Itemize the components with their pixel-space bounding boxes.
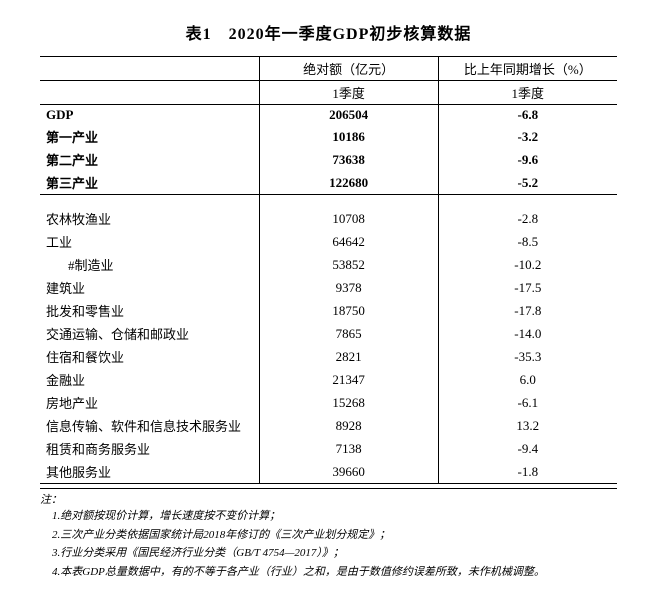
note-line: 3.行业分类采用《国民经济行业分类（GB/T 4754—2017）》；: [40, 544, 617, 563]
header-abs: 绝对额（亿元）: [259, 57, 438, 81]
row-abs: 21347: [259, 368, 438, 391]
table-row: GDP206504-6.8: [40, 105, 617, 126]
row-name: 工业: [40, 230, 259, 253]
row-pct: -2.8: [438, 207, 617, 230]
row-abs: 53852: [259, 253, 438, 276]
header-row-2: 1季度 1季度: [40, 81, 617, 105]
table-title: 表1 2020年一季度GDP初步核算数据: [40, 20, 617, 44]
row-abs: 18750: [259, 299, 438, 322]
row-abs: 64642: [259, 230, 438, 253]
row-name: #制造业: [40, 253, 259, 276]
row-name: 建筑业: [40, 276, 259, 299]
row-name: 其他服务业: [40, 460, 259, 484]
table-body: GDP206504-6.8第一产业10186-3.2第二产业73638-9.6第…: [40, 105, 617, 484]
blank-row: [40, 195, 617, 208]
row-pct: -3.2: [438, 125, 617, 148]
row-name: 信息传输、软件和信息技术服务业: [40, 414, 259, 437]
row-pct: 13.2: [438, 414, 617, 437]
header-pct: 比上年同期增长（%）: [438, 57, 617, 81]
row-name: 房地产业: [40, 391, 259, 414]
row-abs: 39660: [259, 460, 438, 484]
row-pct: -5.2: [438, 171, 617, 195]
row-abs: 7138: [259, 437, 438, 460]
row-abs: 10186: [259, 125, 438, 148]
gdp-table: 绝对额（亿元） 比上年同期增长（%） 1季度 1季度 GDP206504-6.8…: [40, 56, 617, 484]
row-name: 第三产业: [40, 171, 259, 195]
row-abs: 15268: [259, 391, 438, 414]
table-row: 租赁和商务服务业7138-9.4: [40, 437, 617, 460]
row-pct: -6.1: [438, 391, 617, 414]
row-pct: -14.0: [438, 322, 617, 345]
row-name: 金融业: [40, 368, 259, 391]
table-row: 工业64642-8.5: [40, 230, 617, 253]
row-name: 租赁和商务服务业: [40, 437, 259, 460]
table-row: 批发和零售业18750-17.8: [40, 299, 617, 322]
row-name: GDP: [40, 105, 259, 126]
row-abs: 10708: [259, 207, 438, 230]
row-abs: 206504: [259, 105, 438, 126]
table-row: 信息传输、软件和信息技术服务业892813.2: [40, 414, 617, 437]
table-row: 金融业213476.0: [40, 368, 617, 391]
row-pct: -9.6: [438, 148, 617, 171]
row-abs: 122680: [259, 171, 438, 195]
row-abs: 2821: [259, 345, 438, 368]
subheader-blank: [40, 81, 259, 105]
notes-block: 1.绝对额按现价计算，增长速度按不变价计算；2.三次产业分类依据国家统计局201…: [40, 507, 617, 582]
row-name: 第一产业: [40, 125, 259, 148]
table-row: 第一产业10186-3.2: [40, 125, 617, 148]
row-pct: -35.3: [438, 345, 617, 368]
table-row: 建筑业9378-17.5: [40, 276, 617, 299]
row-abs: 73638: [259, 148, 438, 171]
header-blank: [40, 57, 259, 81]
row-pct: -1.8: [438, 460, 617, 484]
table-row: 农林牧渔业10708-2.8: [40, 207, 617, 230]
row-pct: -17.8: [438, 299, 617, 322]
row-pct: -8.5: [438, 230, 617, 253]
table-row: #制造业53852-10.2: [40, 253, 617, 276]
row-pct: -9.4: [438, 437, 617, 460]
row-pct: -10.2: [438, 253, 617, 276]
row-name: 农林牧渔业: [40, 207, 259, 230]
note-line: 2.三次产业分类依据国家统计局2018年修订的《三次产业划分规定》；: [40, 526, 617, 545]
row-abs: 7865: [259, 322, 438, 345]
header-row-1: 绝对额（亿元） 比上年同期增长（%）: [40, 57, 617, 81]
row-name: 批发和零售业: [40, 299, 259, 322]
table-row: 交通运输、仓储和邮政业7865-14.0: [40, 322, 617, 345]
subheader-pct-period: 1季度: [438, 81, 617, 105]
notes-heading: 注：: [40, 488, 617, 507]
row-name: 住宿和餐饮业: [40, 345, 259, 368]
row-abs: 8928: [259, 414, 438, 437]
note-line: 4.本表GDP总量数据中，有的不等于各产业（行业）之和，是由于数值修约误差所致，…: [40, 563, 617, 582]
row-pct: 6.0: [438, 368, 617, 391]
table-row: 第二产业73638-9.6: [40, 148, 617, 171]
table-row: 房地产业15268-6.1: [40, 391, 617, 414]
row-pct: -17.5: [438, 276, 617, 299]
table-row: 第三产业122680-5.2: [40, 171, 617, 195]
row-name: 第二产业: [40, 148, 259, 171]
table-row: 住宿和餐饮业2821-35.3: [40, 345, 617, 368]
row-abs: 9378: [259, 276, 438, 299]
row-pct: -6.8: [438, 105, 617, 126]
note-line: 1.绝对额按现价计算，增长速度按不变价计算；: [40, 507, 617, 526]
row-name: 交通运输、仓储和邮政业: [40, 322, 259, 345]
table-row: 其他服务业39660-1.8: [40, 460, 617, 484]
subheader-abs-period: 1季度: [259, 81, 438, 105]
